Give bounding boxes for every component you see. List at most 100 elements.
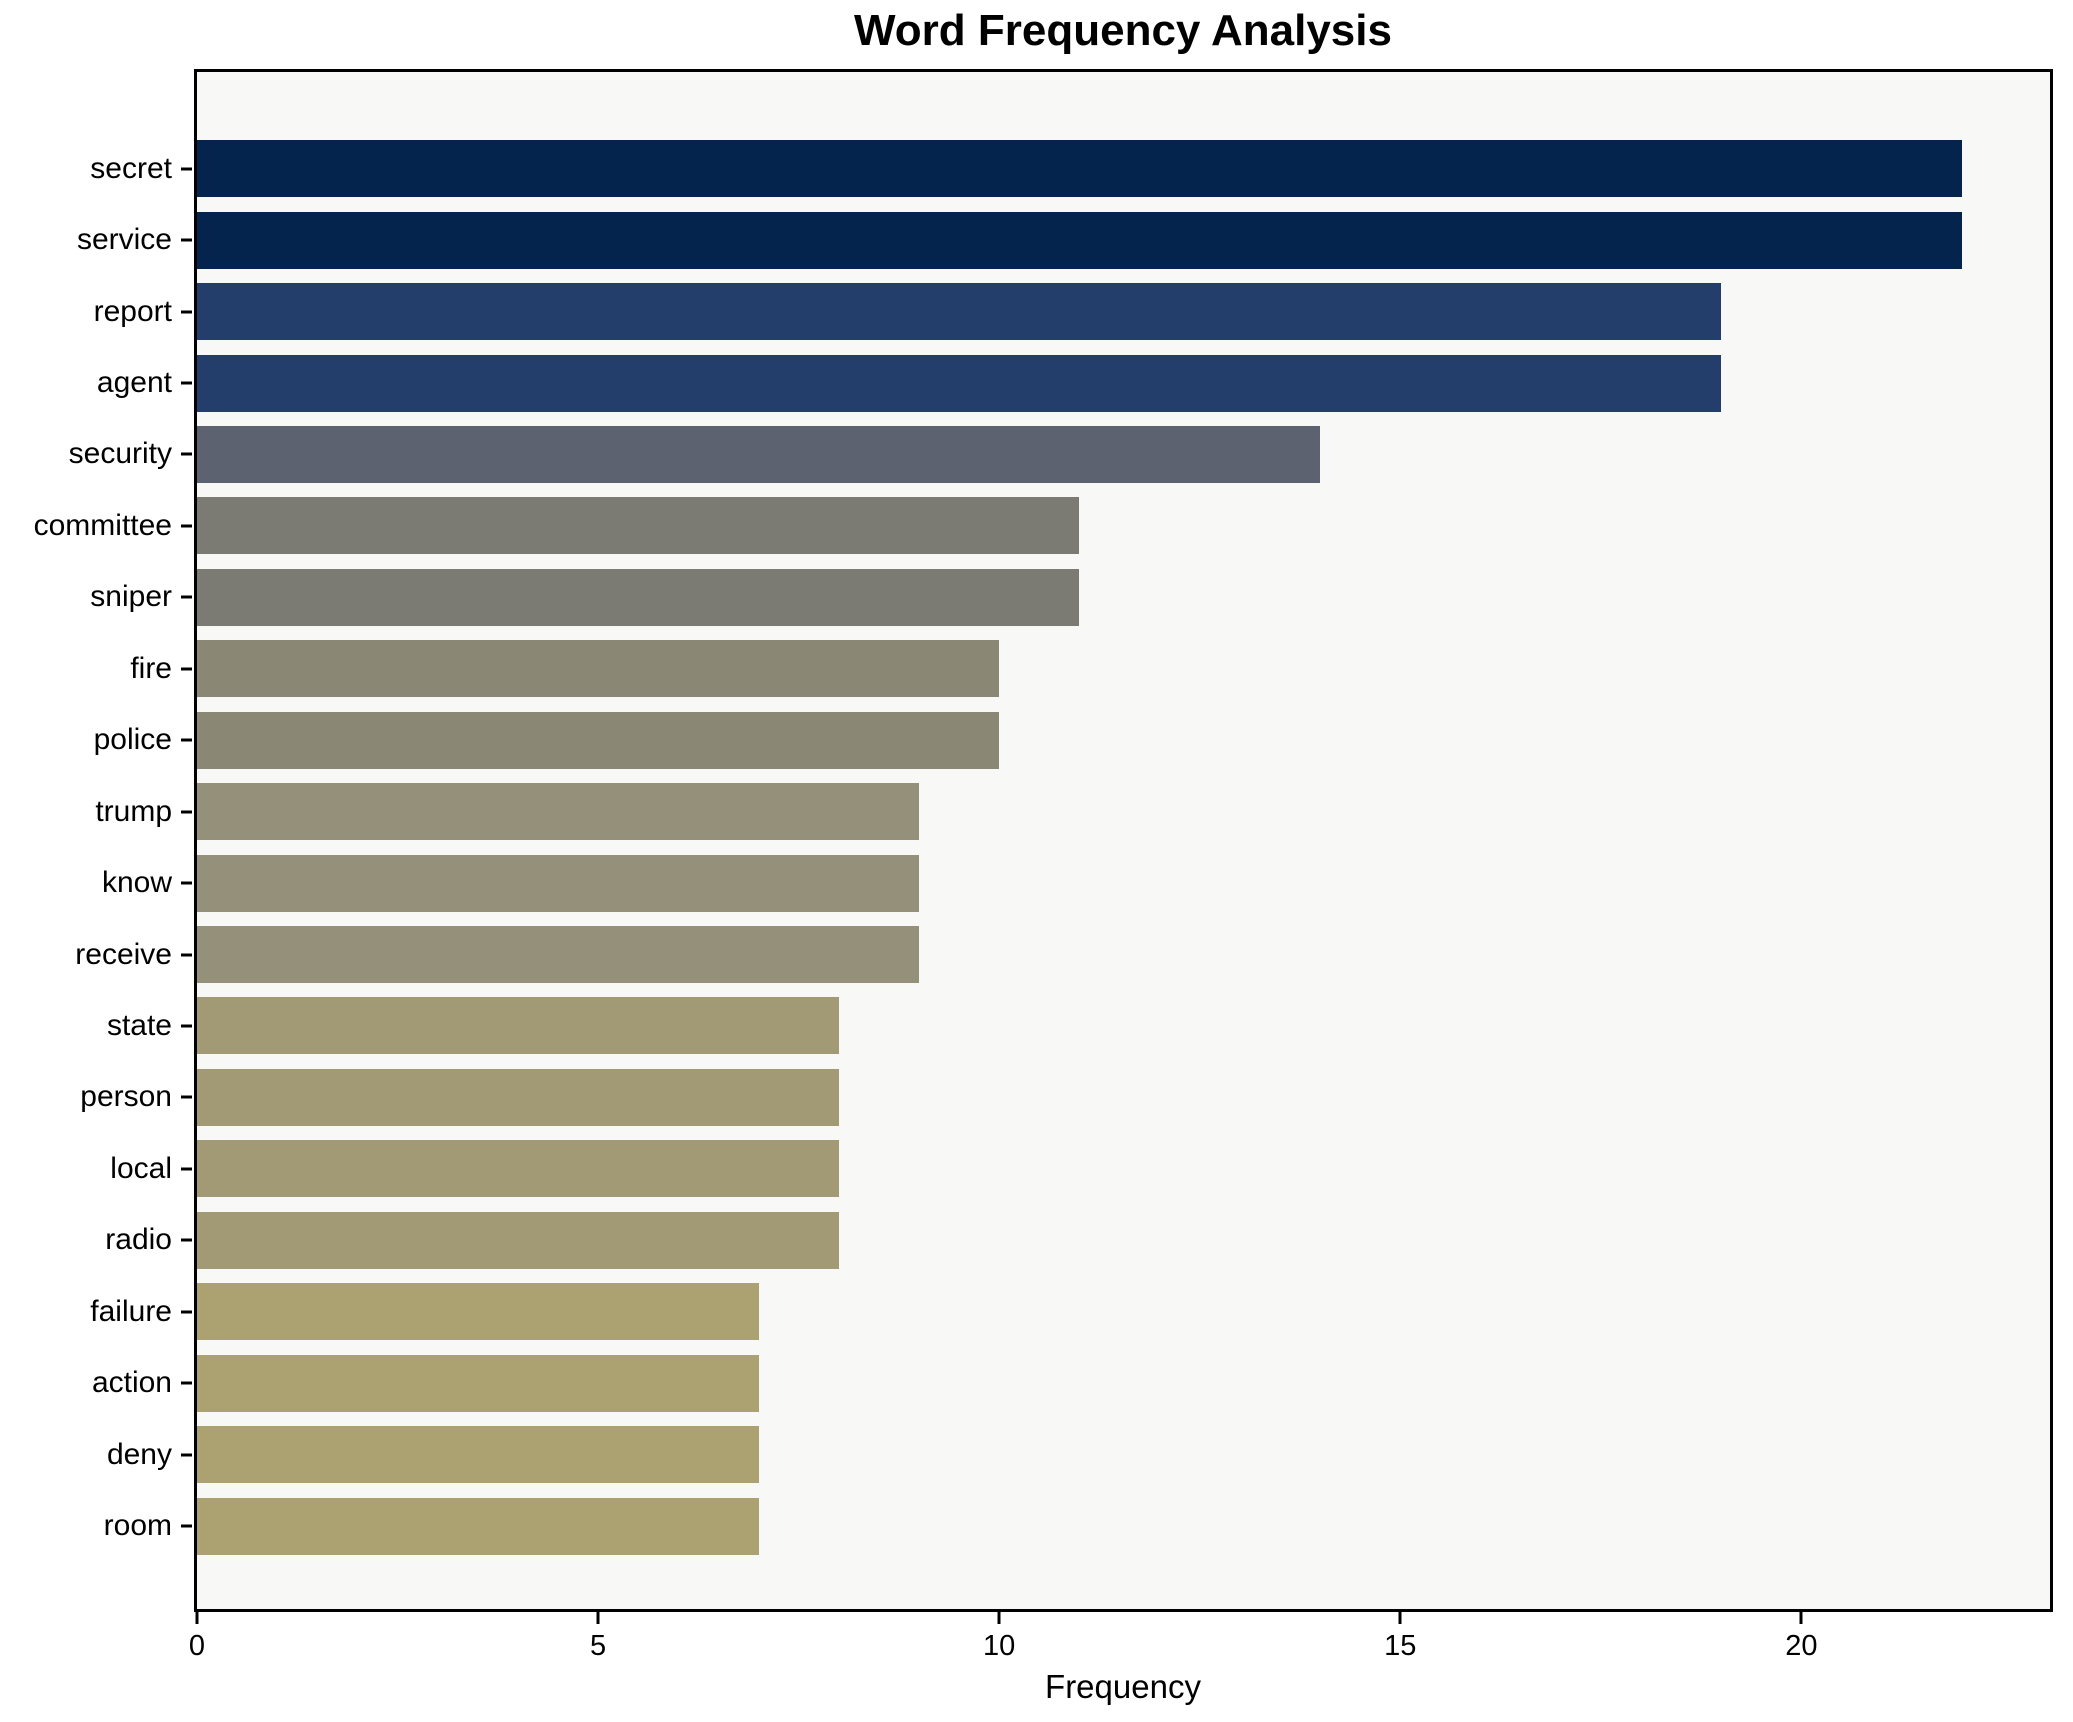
bar-sniper (197, 568, 1080, 626)
bar-row-security (197, 419, 2050, 490)
bar-report (197, 283, 1722, 341)
y-tick-mark (181, 810, 192, 814)
y-tick-row-agent: agent (0, 347, 192, 418)
y-tick-label: receive (75, 937, 172, 971)
bar-row-person (197, 1062, 2050, 1133)
bar-fire (197, 640, 1000, 698)
bar-row-receive (197, 919, 2050, 990)
bar-row-radio (197, 1205, 2050, 1276)
y-tick-mark (181, 1381, 192, 1385)
bar-row-action (197, 1347, 2050, 1418)
bar-committee (197, 497, 1080, 555)
y-tick-row-police: police (0, 705, 192, 776)
bar-deny (197, 1426, 759, 1484)
y-tick-row-room: room (0, 1490, 192, 1561)
y-tick-row-secret: secret (0, 133, 192, 204)
plot-area (194, 69, 2053, 1612)
bar-local (197, 1140, 839, 1198)
y-tick-label: agent (96, 366, 172, 400)
bar-receive (197, 926, 919, 984)
bar-row-state (197, 990, 2050, 1061)
y-tick-mark (181, 167, 192, 171)
x-tick-mark (195, 1612, 199, 1624)
y-tick-mark (181, 1453, 192, 1457)
x-tick-label: 0 (188, 1630, 206, 1662)
x-tick-mark (1398, 1612, 1402, 1624)
y-tick-label: deny (106, 1437, 172, 1471)
y-tick-mark (181, 381, 192, 385)
y-tick-label: security (68, 437, 172, 471)
y-tick-row-failure: failure (0, 1276, 192, 1347)
y-tick-row-local: local (0, 1133, 192, 1204)
y-tick-mark (181, 953, 192, 957)
bar-state (197, 997, 839, 1055)
y-tick-row-trump: trump (0, 776, 192, 847)
bar-row-trump (197, 776, 2050, 847)
y-tick-label: police (93, 723, 172, 757)
y-tick-mark (181, 524, 192, 528)
y-tick-row-committee: committee (0, 490, 192, 561)
y-axis-labels: secret service report agent security committe… (0, 133, 192, 1562)
y-tick-row-know: know (0, 847, 192, 918)
bar-row-agent (197, 347, 2050, 418)
y-tick-mark (181, 1310, 192, 1314)
y-tick-label: sniper (90, 580, 172, 614)
y-tick-mark (181, 1095, 192, 1099)
x-tick-label: 5 (590, 1630, 607, 1662)
y-tick-row-report: report (0, 276, 192, 347)
y-tick-label: action (91, 1366, 172, 1400)
y-tick-row-action: action (0, 1347, 192, 1418)
y-tick-label: secret (90, 151, 172, 185)
y-tick-mark (181, 238, 192, 242)
x-tick-label: 20 (1785, 1630, 1818, 1662)
bar-room (197, 1497, 759, 1555)
bar-security (197, 425, 1321, 483)
y-tick-mark (181, 881, 192, 885)
y-tick-label: committee (33, 508, 172, 542)
y-tick-mark (181, 1024, 192, 1028)
x-tick-label: 15 (1384, 1630, 1417, 1662)
y-tick-mark (181, 1238, 192, 1242)
y-tick-mark (181, 738, 192, 742)
bar-trump (197, 783, 919, 841)
y-tick-label: trump (95, 794, 172, 828)
bars-container (197, 133, 2050, 1562)
y-tick-row-fire: fire (0, 633, 192, 704)
bar-row-room (197, 1490, 2050, 1561)
y-tick-label: service (76, 223, 172, 257)
bar-service (197, 211, 1962, 269)
bar-row-know (197, 847, 2050, 918)
bar-row-failure (197, 1276, 2050, 1347)
bar-action (197, 1354, 759, 1412)
bar-row-police (197, 705, 2050, 776)
bar-person (197, 1068, 839, 1126)
y-tick-row-radio: radio (0, 1205, 192, 1276)
y-tick-label: room (103, 1509, 172, 1543)
x-axis: 0 5 10 15 20 (189, 1612, 2053, 1722)
x-tick-label: 10 (983, 1630, 1016, 1662)
y-tick-label: radio (105, 1223, 172, 1257)
y-tick-row-person: person (0, 1062, 192, 1133)
y-tick-label: fire (130, 651, 172, 685)
y-tick-label: state (106, 1008, 172, 1042)
x-tick-mark (596, 1612, 600, 1624)
bar-row-secret (197, 133, 2050, 204)
bar-row-fire (197, 633, 2050, 704)
bar-radio (197, 1211, 839, 1269)
y-tick-mark (181, 1524, 192, 1528)
bar-row-local (197, 1133, 2050, 1204)
y-tick-row-sniper: sniper (0, 562, 192, 633)
y-tick-label: failure (90, 1294, 172, 1328)
y-tick-row-service: service (0, 204, 192, 275)
x-tick-mark (1799, 1612, 1803, 1624)
bar-know (197, 854, 919, 912)
y-tick-mark (181, 667, 192, 671)
y-tick-mark (181, 310, 192, 314)
bar-row-service (197, 204, 2050, 275)
bar-row-committee (197, 490, 2050, 561)
bar-row-deny (197, 1419, 2050, 1490)
y-tick-row-receive: receive (0, 919, 192, 990)
y-tick-mark (181, 595, 192, 599)
bar-row-report (197, 276, 2050, 347)
